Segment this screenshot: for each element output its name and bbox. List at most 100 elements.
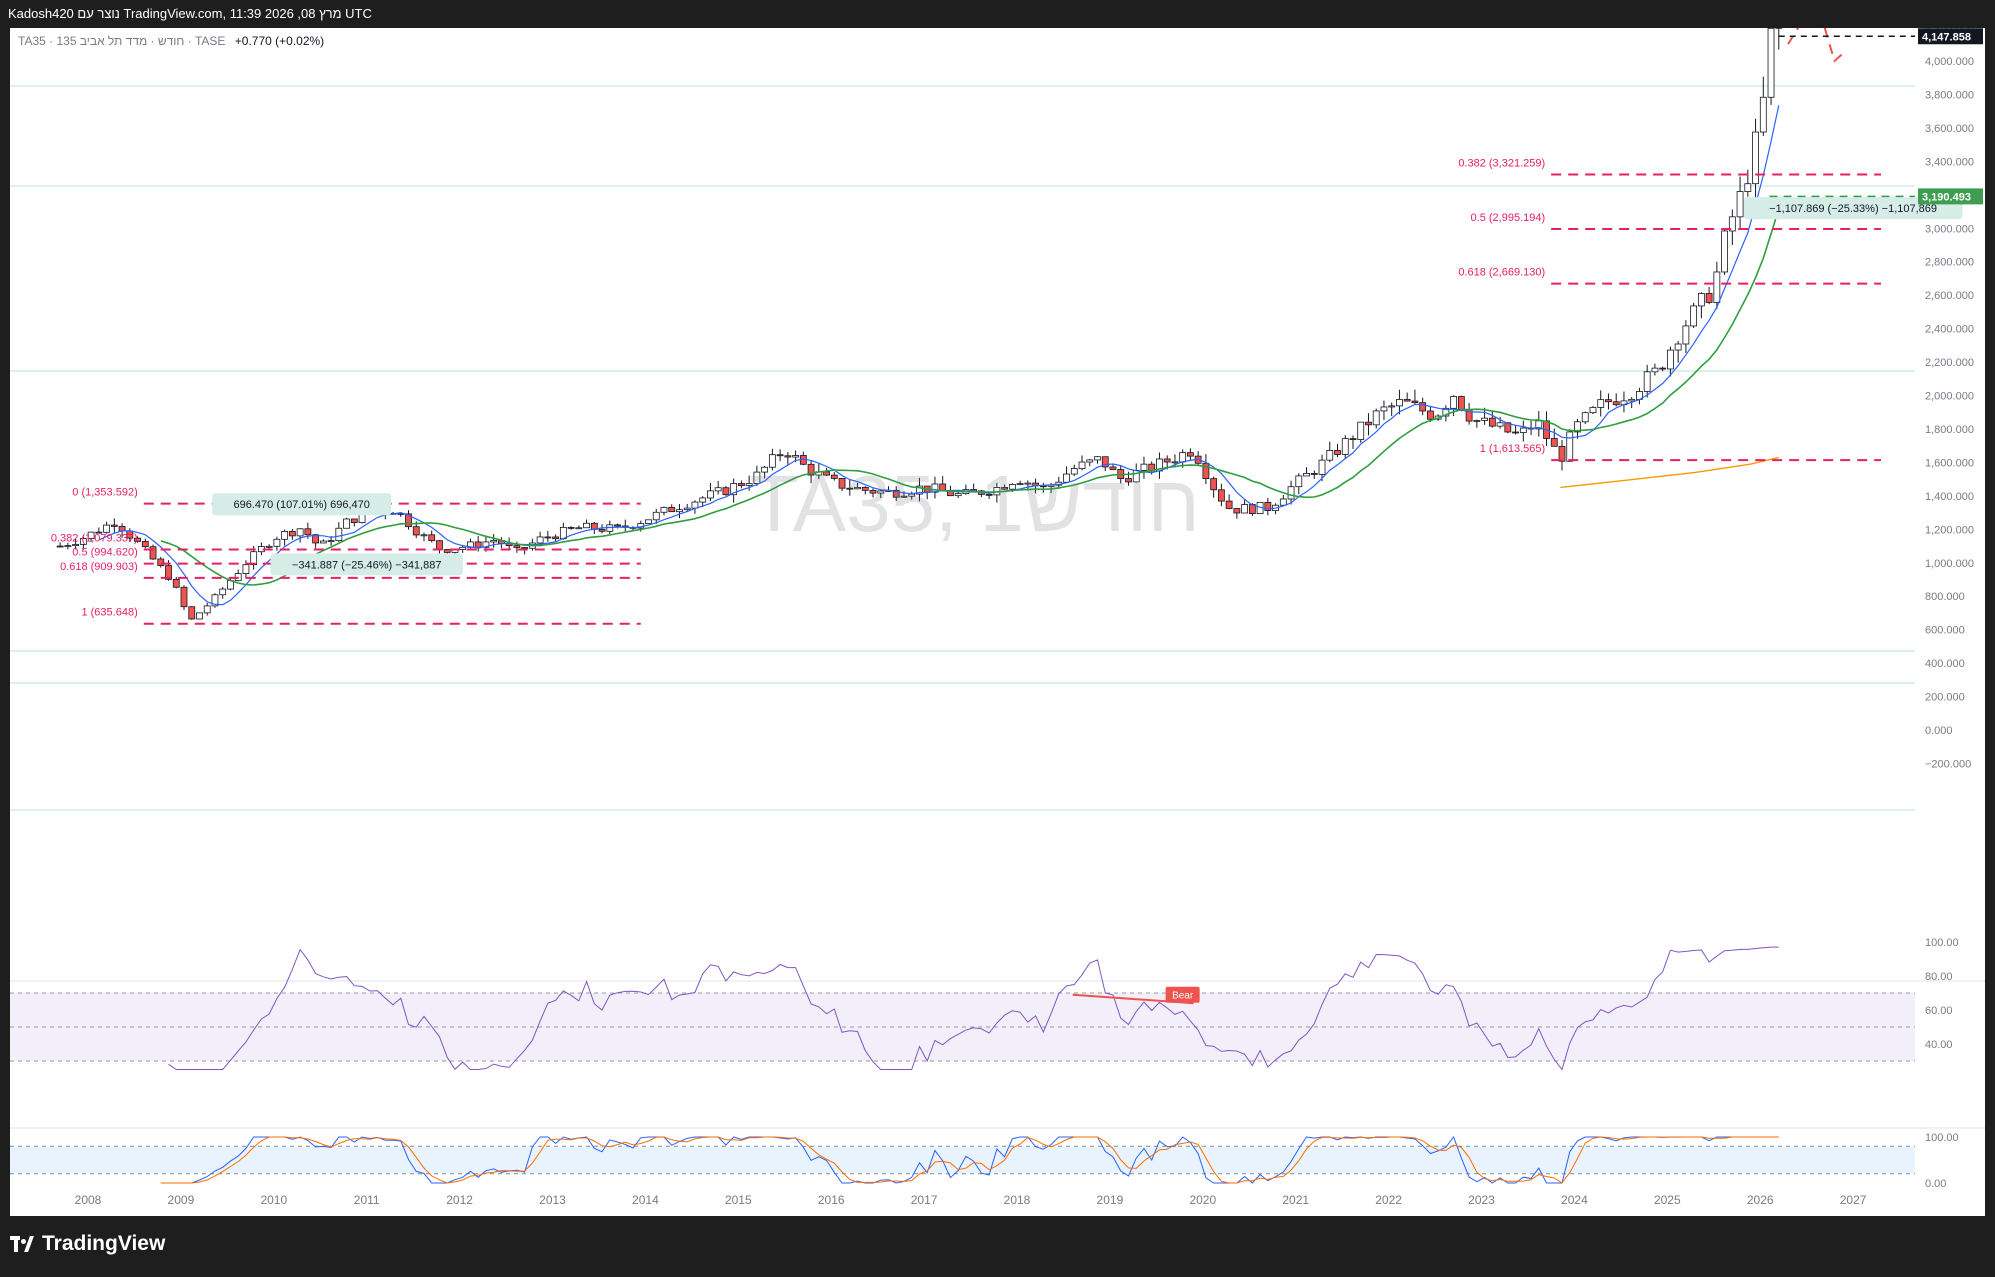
measure-label-text: −341.887 (−25.46%) −341,887 (292, 559, 442, 571)
candle (296, 528, 304, 543)
candle (730, 478, 738, 503)
candle (490, 534, 498, 548)
candle-body (1078, 461, 1086, 469)
candle-body (350, 518, 358, 523)
candle-body (1070, 468, 1078, 475)
candle (544, 530, 552, 542)
candle (931, 476, 939, 499)
candle-body (1728, 216, 1736, 232)
fib-level-label: 0.5 (2,995.194) (1471, 212, 1546, 224)
candle-body (846, 487, 854, 490)
candle-body (598, 528, 606, 532)
candle-body (954, 493, 962, 497)
candle-body (1752, 131, 1759, 185)
moving-average-long-line (1560, 456, 1779, 489)
candle-body (1125, 478, 1132, 483)
candle (1217, 483, 1225, 507)
candle-body (72, 544, 80, 547)
candle-body (420, 534, 428, 537)
candle (234, 569, 242, 582)
candle-body (64, 545, 72, 548)
stochastic-k-line (160, 1135, 1779, 1184)
candle (1427, 406, 1434, 422)
candle-body (1512, 431, 1519, 434)
rsi-line (168, 946, 1779, 1071)
price-tick-label: 3,800.000 (1925, 89, 1974, 101)
tradingview-logo-text: TradingView (42, 1232, 166, 1255)
candle (676, 504, 683, 519)
price-tick-label: 3,600.000 (1925, 123, 1974, 135)
symbol-legend[interactable]: TA35 · 1חודש · מדד תל אביב 35 · TASE +0.… (18, 34, 324, 48)
candle (668, 504, 676, 513)
candle (807, 460, 815, 484)
candle-body (1457, 396, 1465, 410)
candle-body (196, 612, 203, 620)
candle-body (1187, 452, 1194, 457)
candle (1535, 411, 1543, 437)
candle-body (1310, 473, 1318, 475)
price-tick-label: 600.000 (1925, 625, 1965, 637)
candle-body (583, 522, 590, 529)
candle (1705, 287, 1713, 305)
price-tick-label: 4,000.000 (1925, 56, 1974, 68)
candle-body (188, 606, 196, 620)
candle (1488, 411, 1496, 428)
candle (900, 491, 908, 499)
time-tick-label: 2019 (1097, 1193, 1124, 1207)
candle (1481, 407, 1488, 425)
stochastic-tick-label: 100.00 (1925, 1132, 1959, 1144)
fib-retracement: 0 (4,376.824)0.382 (3,321.259)0.5 (2,995… (1458, 158, 1881, 462)
candle-body (1558, 445, 1566, 462)
chart-area[interactable]: 5,200.0005,000.0004,800.0004,600.0004,40… (10, 28, 1985, 1216)
candle (288, 528, 296, 540)
candle-body (1682, 325, 1690, 345)
candle (1697, 292, 1705, 319)
candle-body (273, 538, 281, 547)
candle (1419, 397, 1427, 416)
time-tick-label: 2026 (1747, 1193, 1774, 1207)
bear-badge-bg (1165, 986, 1200, 1003)
price-tick-label: 3,000.000 (1925, 223, 1974, 235)
candle (1094, 456, 1101, 464)
candle-body (1589, 407, 1597, 414)
candle-body (513, 545, 521, 548)
candle-body (490, 540, 498, 543)
candle-body (1605, 399, 1612, 403)
candle (1752, 118, 1759, 203)
candle-body (768, 454, 776, 468)
candle-body (916, 485, 923, 495)
candle-body (157, 558, 165, 566)
tradingview-logo[interactable]: TradingView (10, 1232, 165, 1256)
candle (474, 535, 482, 552)
price-tick-label: −200.000 (1925, 758, 1971, 770)
candle-body (87, 531, 95, 539)
candle-body (1303, 473, 1310, 477)
candle (1396, 389, 1403, 415)
fib-level-label: 0.618 (2,669.130) (1458, 267, 1545, 279)
candle-body (1597, 399, 1605, 408)
price-tick-label: 1,200.000 (1925, 524, 1974, 536)
candle-body (312, 534, 320, 544)
candle (1070, 464, 1078, 477)
candle (1016, 480, 1024, 486)
time-tick-label: 2012 (446, 1193, 473, 1207)
candle-body (931, 483, 939, 493)
candle-body (103, 524, 110, 533)
candle-body (141, 541, 149, 548)
candle-body (900, 495, 908, 498)
candle-body (668, 506, 676, 513)
candle-body (1295, 475, 1303, 488)
bottom-bar: TradingView (0, 1216, 1995, 1277)
chart-canvas[interactable]: 5,200.0005,000.0004,800.0004,600.0004,40… (10, 28, 1985, 1216)
candle (1225, 494, 1233, 510)
candle-body (1403, 399, 1411, 402)
moving-average-fast-line (98, 105, 1780, 606)
price-tick-label: 2,400.000 (1925, 324, 1974, 336)
candle (265, 544, 273, 549)
candle (1287, 480, 1295, 505)
candle (219, 586, 227, 599)
candle-body (242, 564, 250, 574)
candle (652, 508, 660, 524)
candle (1465, 402, 1473, 425)
candle (1279, 494, 1287, 506)
